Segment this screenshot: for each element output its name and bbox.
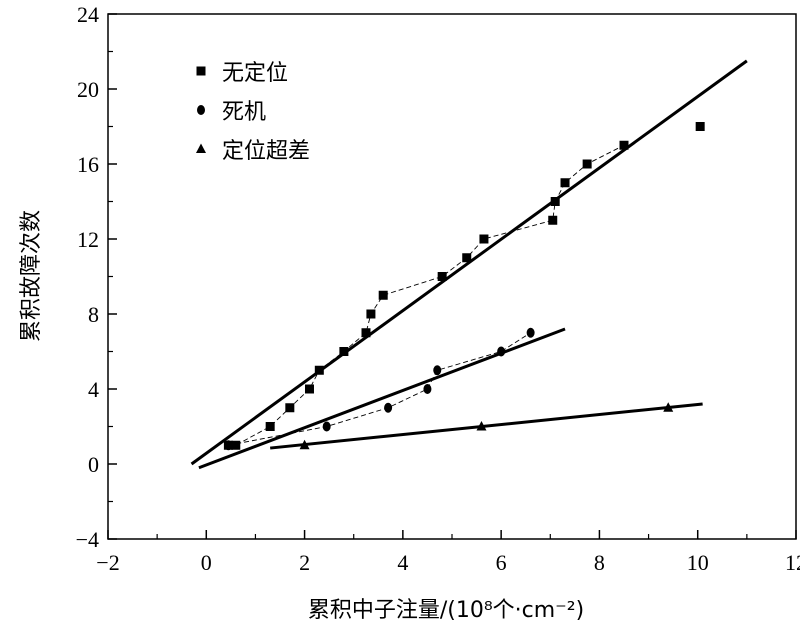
point-square (462, 253, 472, 263)
x-tick-label: 6 (496, 550, 507, 575)
point-square (314, 365, 324, 375)
y-tick-label: −4 (76, 527, 99, 552)
x-tick-label: 0 (201, 550, 212, 575)
y-tick-label: 16 (77, 152, 99, 177)
point-circle (384, 402, 393, 413)
x-axis-title: 累积中子注量/(10⁸个·cm⁻²) (308, 598, 584, 623)
point-square (479, 234, 489, 244)
point-square (619, 140, 629, 150)
point-square (582, 159, 592, 169)
fit-line-triangle (270, 402, 703, 450)
point-triangle (663, 402, 674, 412)
x-tick-label: 8 (594, 550, 605, 575)
point-square (366, 309, 376, 319)
point-square (339, 347, 349, 356)
x-tick-label: 2 (299, 550, 310, 575)
point-square (548, 215, 558, 225)
x-tick-label: 12 (785, 550, 800, 575)
point-circle (497, 346, 506, 357)
legend-marker-triangle (196, 143, 206, 153)
point-square (285, 403, 295, 413)
fit-line-square (190, 59, 748, 466)
y-tick-label: 4 (88, 377, 99, 402)
point-square (361, 328, 371, 338)
legend-marker-square (196, 66, 206, 76)
x-tick-label: 4 (397, 550, 408, 575)
legend-marker-circle (197, 105, 205, 115)
point-square (304, 384, 314, 394)
point-triangle (476, 421, 487, 431)
y-tick-label: 8 (88, 302, 99, 327)
fit-lines (190, 59, 748, 470)
point-circle (322, 421, 331, 432)
point-square (560, 178, 570, 188)
point-circle (433, 365, 442, 376)
point-circle (224, 440, 233, 451)
legend-label: 无定位 (222, 61, 288, 86)
point-square (231, 440, 241, 450)
y-tick-label: 12 (77, 227, 99, 252)
point-square (378, 290, 388, 300)
data-points (223, 122, 705, 451)
legend-label: 死机 (222, 100, 266, 125)
point-triangle (299, 439, 310, 450)
x-tick-label: −2 (96, 550, 119, 575)
point-square (550, 197, 560, 206)
fit-line-circle (198, 327, 566, 470)
point-circle (526, 327, 535, 338)
point-square (695, 122, 705, 131)
point-square (265, 422, 275, 431)
point-circle (423, 384, 432, 394)
y-axis-title: 累积故障次数 (19, 210, 44, 342)
point-square (437, 272, 447, 281)
y-tick-label: 20 (77, 77, 99, 102)
y-tick-label: 24 (77, 2, 99, 27)
y-tick-label: 0 (88, 452, 99, 477)
x-tick-label: 10 (687, 550, 709, 575)
legend-label: 定位超差 (222, 139, 310, 164)
